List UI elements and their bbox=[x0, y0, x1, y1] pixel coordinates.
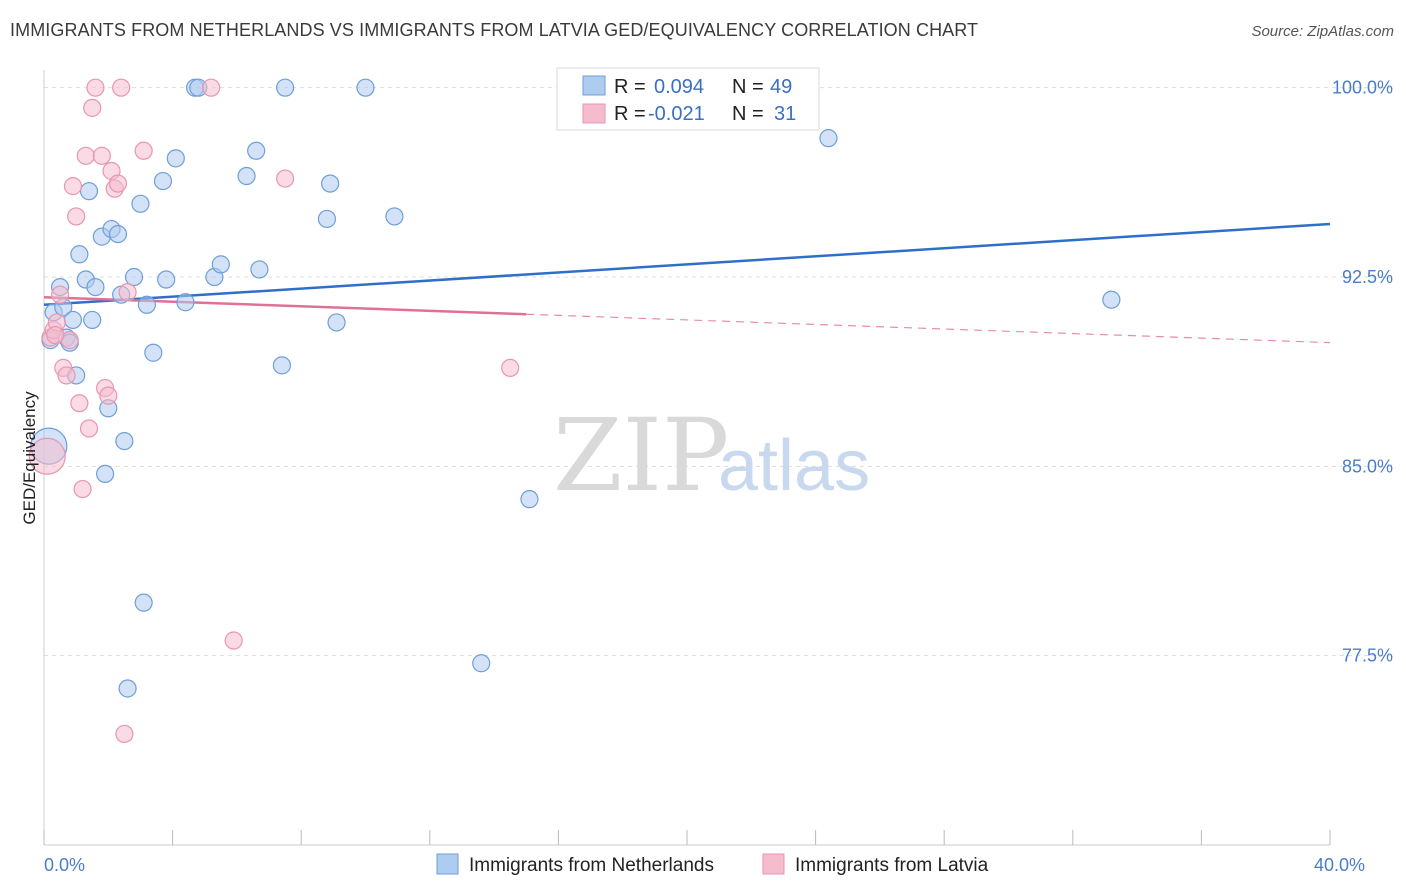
netherlands-point bbox=[63, 310, 83, 330]
netherlands-point bbox=[385, 207, 404, 226]
legend-r-label: R = bbox=[614, 76, 646, 98]
chart-title: IMMIGRANTS FROM NETHERLANDS VS IMMIGRANT… bbox=[10, 20, 979, 40]
latvia-point bbox=[276, 169, 295, 188]
latvia-point bbox=[86, 78, 105, 97]
netherlands-point bbox=[134, 593, 153, 612]
trend-lines bbox=[43, 222, 1331, 344]
netherlands-point bbox=[472, 654, 491, 673]
x-tick-label: 40.0% bbox=[1314, 855, 1365, 875]
netherlands-point bbox=[321, 174, 340, 193]
netherlands-point bbox=[86, 278, 105, 297]
latvia-point bbox=[115, 724, 134, 744]
netherlands-point bbox=[1102, 290, 1121, 309]
netherlands-point bbox=[327, 313, 346, 332]
netherlands-point bbox=[144, 343, 163, 362]
netherlands-point bbox=[247, 141, 266, 160]
netherlands-point bbox=[157, 270, 176, 289]
netherlands-point bbox=[276, 78, 295, 97]
x-tick-label: 0.0% bbox=[44, 855, 85, 875]
netherlands-point bbox=[819, 129, 838, 148]
watermark-atlas: atlas bbox=[718, 426, 870, 506]
latvia-point bbox=[99, 386, 118, 405]
netherlands-point bbox=[176, 293, 195, 312]
watermark-zip: ZIP bbox=[553, 397, 729, 514]
series-label-latvia: Immigrants from Latvia bbox=[795, 855, 989, 876]
netherlands-point bbox=[250, 260, 269, 279]
latvia-point bbox=[112, 78, 131, 97]
netherlands-trend-line bbox=[43, 222, 1331, 307]
netherlands-point bbox=[520, 490, 539, 509]
netherlands-point bbox=[118, 679, 137, 698]
netherlands-point bbox=[70, 245, 89, 264]
y-tick-label: 92.5% bbox=[1342, 267, 1393, 287]
latvia-point bbox=[92, 146, 111, 165]
netherlands-point bbox=[83, 310, 102, 330]
latvia-point bbox=[73, 479, 92, 499]
latvia-point bbox=[134, 141, 153, 160]
netherlands-point bbox=[137, 295, 156, 314]
netherlands-point bbox=[124, 267, 144, 287]
latvia-point bbox=[83, 98, 102, 117]
latvia-point bbox=[118, 283, 137, 302]
latvia-point bbox=[76, 146, 95, 165]
netherlands-point bbox=[115, 431, 134, 451]
netherlands-point bbox=[108, 224, 128, 244]
netherlands-point bbox=[272, 356, 292, 375]
legend-swatch-latvia bbox=[582, 103, 606, 124]
data-points bbox=[28, 78, 1121, 744]
netherlands-point bbox=[317, 209, 337, 229]
latvia-point bbox=[63, 177, 83, 196]
latvia-point bbox=[28, 437, 66, 475]
watermark: ZIP atlas bbox=[553, 397, 870, 514]
netherlands-point bbox=[131, 194, 150, 213]
netherlands-point bbox=[211, 255, 230, 274]
netherlands-point bbox=[153, 171, 173, 191]
legend-r-label: R = bbox=[614, 103, 646, 125]
legend-r-value: -0.021 bbox=[648, 103, 705, 125]
latvia-point bbox=[501, 358, 520, 377]
series-swatch-netherlands bbox=[436, 853, 459, 875]
netherlands-point bbox=[237, 166, 256, 186]
legend-n-label: N = bbox=[732, 76, 764, 98]
latvia-point bbox=[46, 325, 65, 345]
netherlands-point bbox=[356, 78, 375, 97]
axes: 100.0% 92.5% 85.0% 77.5% 0.0% 40.0% bbox=[43, 70, 1393, 875]
latvia-point bbox=[79, 419, 99, 438]
legend-r-value: 0.094 bbox=[654, 76, 704, 98]
netherlands-point bbox=[166, 149, 185, 168]
latvia-point bbox=[57, 366, 76, 385]
series-label-netherlands: Immigrants from Netherlands bbox=[469, 855, 714, 876]
latvia-point bbox=[202, 78, 221, 97]
y-tick-label: 100.0% bbox=[1332, 78, 1393, 98]
y-tick-label: 77.5% bbox=[1342, 646, 1393, 666]
netherlands-point bbox=[79, 182, 99, 201]
latvia-point bbox=[67, 207, 86, 226]
netherlands-point bbox=[95, 464, 115, 484]
chart-source: Source: ZipAtlas.com bbox=[1251, 23, 1394, 40]
latvia-trend-line-dashed bbox=[526, 313, 1331, 344]
legend: R = 0.094 N = 49 R = -0.021 N = 31 bbox=[556, 67, 820, 131]
y-tick-label: 85.0% bbox=[1342, 456, 1393, 476]
legend-n-label: N = bbox=[732, 103, 764, 125]
series-swatch-latvia bbox=[762, 853, 785, 875]
latvia-point bbox=[50, 285, 70, 304]
latvia-point bbox=[224, 631, 243, 650]
latvia-point bbox=[70, 394, 89, 413]
legend-swatch-netherlands bbox=[582, 75, 606, 96]
series-legend: Immigrants from Netherlands Immigrants f… bbox=[436, 853, 989, 876]
legend-n-value: 31 bbox=[774, 103, 796, 125]
legend-n-value: 49 bbox=[770, 76, 792, 98]
y-axis-label: GED/Equivalency bbox=[20, 391, 39, 525]
latvia-point bbox=[108, 174, 128, 193]
